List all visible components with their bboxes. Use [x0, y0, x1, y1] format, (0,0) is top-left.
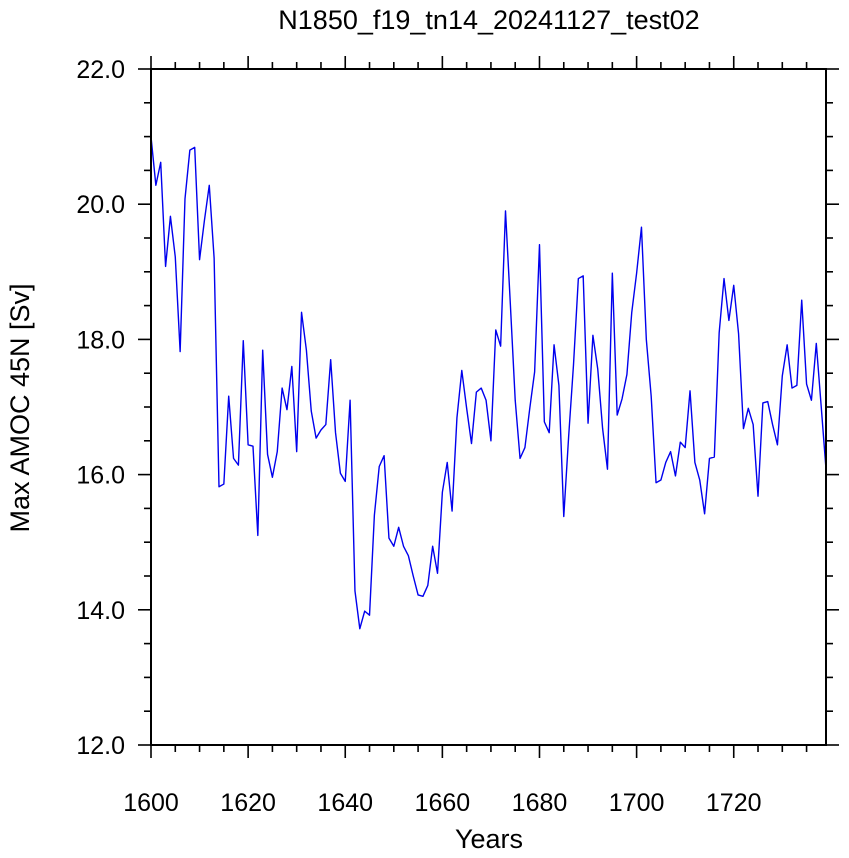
y-tick-label: 14.0 — [76, 597, 125, 625]
x-tick-label: 1700 — [609, 789, 665, 817]
x-tick-label: 1620 — [220, 789, 276, 817]
x-tick-label: 1660 — [415, 789, 471, 817]
y-tick-label: 18.0 — [76, 326, 125, 354]
x-tick-label: 1720 — [706, 789, 762, 817]
x-tick-labels: 1600 1620 1640 1660 1680 1700 1720 — [123, 789, 761, 817]
y-tick-label: 22.0 — [76, 56, 125, 84]
x-axis-title: Years — [455, 824, 523, 854]
x-tick-label: 1680 — [512, 789, 568, 817]
axis-ticks — [138, 56, 839, 758]
amoc-series-line — [150, 136, 827, 630]
chart-title: N1850_f19_tn14_20241127_test02 — [278, 5, 699, 35]
y-tick-label: 12.0 — [76, 732, 125, 760]
plot-frame — [150, 68, 827, 746]
y-axis-title: Max AMOC 45N [Sv] — [5, 283, 35, 532]
x-tick-label: 1600 — [123, 789, 179, 817]
y-tick-labels: 12.0 14.0 16.0 18.0 20.0 22.0 — [76, 56, 125, 760]
y-tick-label: 16.0 — [76, 462, 125, 490]
x-tick-label: 1640 — [317, 789, 373, 817]
y-tick-label: 20.0 — [76, 191, 125, 219]
